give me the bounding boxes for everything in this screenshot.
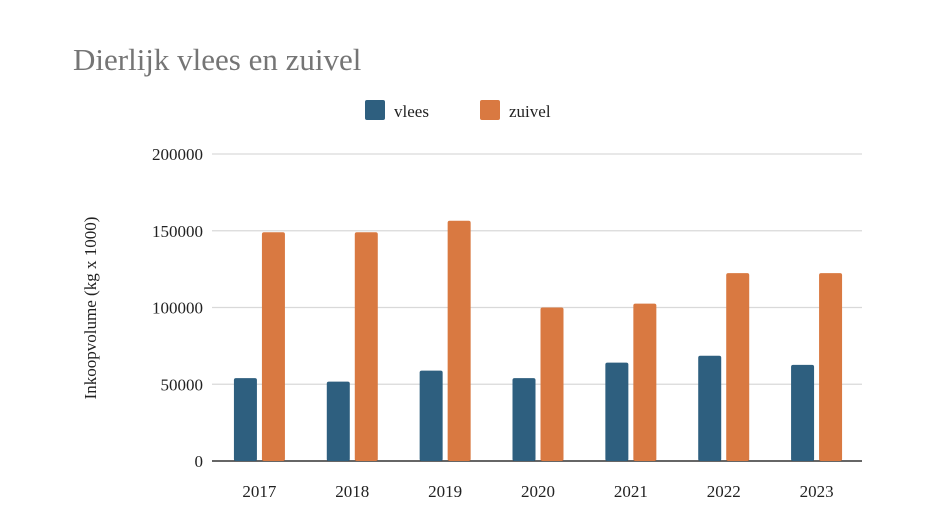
- y-tick-label: 150000: [152, 222, 203, 241]
- x-tick-label: 2022: [707, 482, 741, 501]
- bar-zuivel-2023[interactable]: [819, 273, 843, 461]
- bar-vlees-2017[interactable]: [233, 378, 257, 461]
- legend-label: zuivel: [509, 102, 551, 121]
- x-tick-label: 2020: [521, 482, 555, 501]
- y-axis-label: Inkoopvolume (kg x 1000): [81, 217, 100, 400]
- x-tick-label: 2023: [800, 482, 834, 501]
- bar-zuivel-2018[interactable]: [354, 232, 378, 461]
- bar-vlees-2019[interactable]: [419, 370, 443, 461]
- bar-zuivel-2020[interactable]: [540, 307, 564, 462]
- legend-item-vlees[interactable]: vlees: [365, 100, 429, 121]
- bar-zuivel-2019[interactable]: [447, 220, 471, 461]
- legend-swatch: [480, 100, 500, 120]
- gridlines: 0 50000 100000 150000 200000: [152, 145, 862, 471]
- bar-zuivel-2017[interactable]: [261, 232, 285, 461]
- x-tick-label: 2017: [242, 482, 277, 501]
- bar-vlees-2018[interactable]: [326, 381, 350, 461]
- x-tick-labels: 2017 2018 2019 2020 2021 2022 2023: [242, 482, 833, 501]
- y-tick-label: 0: [195, 452, 204, 471]
- y-tick-label: 200000: [152, 145, 203, 164]
- bar-vlees-2023[interactable]: [791, 364, 815, 461]
- bar-vlees-2020[interactable]: [512, 378, 536, 461]
- x-tick-label: 2018: [335, 482, 369, 501]
- legend-item-zuivel[interactable]: zuivel: [480, 100, 551, 121]
- chart-title: Dierlijk vlees en zuivel: [73, 42, 361, 77]
- y-tick-label: 50000: [161, 375, 204, 394]
- x-tick-label: 2021: [614, 482, 648, 501]
- bar-zuivel-2022[interactable]: [726, 273, 750, 461]
- legend: vlees zuivel: [365, 100, 551, 121]
- x-tick-label: 2019: [428, 482, 462, 501]
- legend-swatch: [365, 100, 385, 120]
- y-tick-label: 100000: [152, 299, 203, 318]
- bar-vlees-2022[interactable]: [698, 355, 722, 461]
- bars: [233, 220, 843, 462]
- legend-label: vlees: [394, 102, 429, 121]
- bar-zuivel-2021[interactable]: [633, 303, 657, 461]
- bar-vlees-2021[interactable]: [605, 362, 629, 461]
